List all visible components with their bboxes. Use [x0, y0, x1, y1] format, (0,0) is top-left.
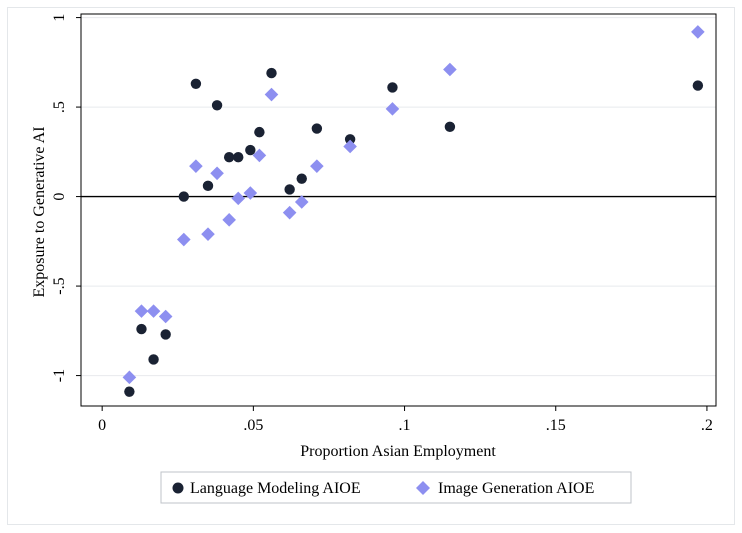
legend-label-image-generation: Image Generation AIOE: [438, 480, 594, 497]
point-image-generation: [134, 304, 149, 318]
y-tick-label: 1: [51, 14, 68, 22]
grid-lines: [81, 17, 716, 377]
point-image-generation: [252, 148, 267, 163]
tick-labels: 1 .5 0 -.5 -1 0 .05 .1 .15 .2: [51, 14, 713, 434]
x-tick-label: .15: [546, 417, 566, 434]
point-image-generation: [146, 304, 161, 318]
point-language-modeling: [136, 323, 147, 335]
point-language-modeling: [202, 180, 214, 192]
point-language-modeling: [124, 386, 135, 397]
point-language-modeling: [692, 80, 704, 91]
point-image-generation: [385, 102, 400, 116]
y-axis-title: Exposure to Generative AI: [31, 126, 48, 297]
axes: [76, 17, 716, 411]
x-tick-label: 0: [98, 417, 106, 434]
point-language-modeling: [178, 191, 190, 202]
point-language-modeling: [254, 126, 265, 138]
legend: Language Modeling AIOE Image Generation …: [160, 471, 632, 504]
point-language-modeling: [160, 329, 171, 340]
data-points: [122, 25, 705, 397]
point-image-generation: [222, 213, 236, 227]
point-image-generation: [282, 205, 297, 220]
point-image-generation: [189, 159, 203, 173]
x-tick-label: .05: [243, 417, 263, 434]
chart-frame: [7, 7, 735, 525]
x-tick-label: .1: [399, 417, 411, 434]
point-image-generation: [264, 87, 279, 102]
legend-marker-language-modeling: [172, 482, 184, 494]
point-image-generation: [158, 309, 173, 324]
point-image-generation: [691, 25, 705, 39]
point-language-modeling: [296, 173, 307, 184]
point-language-modeling: [444, 121, 456, 132]
point-language-modeling: [311, 123, 323, 134]
legend-marker-image-generation: [416, 481, 430, 495]
point-language-modeling: [284, 184, 295, 195]
point-image-generation: [443, 62, 457, 77]
point-image-generation: [243, 186, 258, 200]
y-tick-label: -1: [51, 369, 68, 382]
point-language-modeling: [245, 144, 256, 156]
point-language-modeling: [211, 100, 223, 111]
plot-area: [80, 13, 717, 407]
point-image-generation: [210, 166, 224, 181]
point-language-modeling: [387, 82, 398, 93]
point-image-generation: [343, 139, 357, 154]
x-tick-label: .2: [701, 417, 713, 434]
y-tick-label: -.5: [51, 277, 68, 294]
y-tick-label: 0: [51, 193, 68, 201]
point-language-modeling: [266, 67, 277, 79]
point-language-modeling: [233, 151, 244, 163]
point-image-generation: [177, 232, 191, 247]
point-language-modeling: [223, 151, 235, 163]
point-language-modeling: [344, 134, 356, 145]
point-image-generation: [122, 370, 137, 385]
point-language-modeling: [190, 78, 202, 90]
point-image-generation: [310, 159, 324, 173]
point-language-modeling: [148, 354, 159, 365]
point-image-generation: [201, 227, 215, 241]
y-tick-label: .5: [51, 101, 68, 113]
point-image-generation: [294, 195, 309, 209]
legend-label-language-modeling: Language Modeling AIOE: [190, 480, 361, 497]
x-axis-title: Proportion Asian Employment: [300, 443, 496, 460]
point-image-generation: [231, 191, 246, 206]
legend-box: [160, 471, 632, 504]
